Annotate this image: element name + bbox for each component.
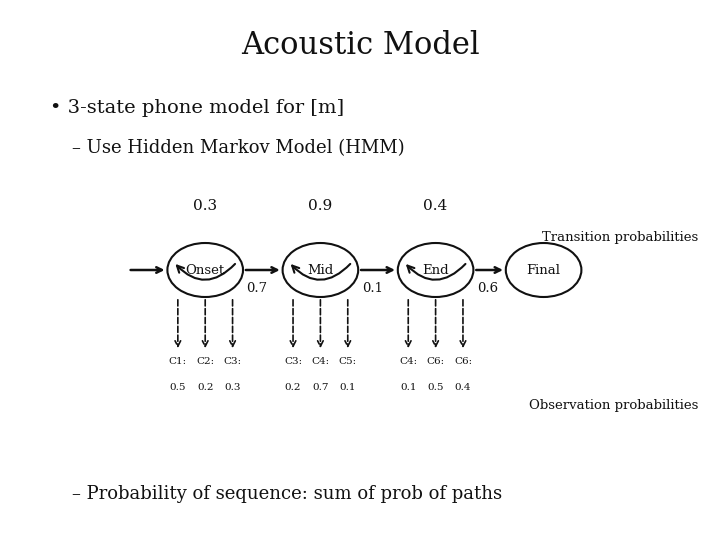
Text: 0.3: 0.3 xyxy=(225,383,240,393)
Text: 0.4: 0.4 xyxy=(455,383,471,393)
Text: C1:: C1: xyxy=(168,357,187,367)
Text: Acoustic Model: Acoustic Model xyxy=(240,30,480,62)
Text: 0.4: 0.4 xyxy=(423,199,448,213)
Text: – Use Hidden Markov Model (HMM): – Use Hidden Markov Model (HMM) xyxy=(72,139,405,158)
Text: 0.5: 0.5 xyxy=(170,383,186,393)
Text: 0.3: 0.3 xyxy=(193,199,217,213)
Text: 0.9: 0.9 xyxy=(308,199,333,213)
Text: • 3-state phone model for [m]: • 3-state phone model for [m] xyxy=(50,99,345,117)
Text: Final: Final xyxy=(526,264,561,276)
Text: C6:: C6: xyxy=(426,357,445,367)
FancyArrowPatch shape xyxy=(460,300,466,346)
Text: C4:: C4: xyxy=(399,357,418,367)
FancyArrowPatch shape xyxy=(433,300,438,346)
Text: End: End xyxy=(423,264,449,276)
FancyArrowPatch shape xyxy=(408,264,465,280)
FancyArrowPatch shape xyxy=(202,300,208,346)
Text: Transition probabilities: Transition probabilities xyxy=(542,231,698,244)
Text: C3:: C3: xyxy=(223,357,242,367)
Text: 0.2: 0.2 xyxy=(285,383,301,393)
Text: Mid: Mid xyxy=(307,264,333,276)
Text: C4:: C4: xyxy=(311,357,330,367)
Text: 0.1: 0.1 xyxy=(400,383,416,393)
FancyArrowPatch shape xyxy=(177,264,235,280)
Text: 0.6: 0.6 xyxy=(477,282,498,295)
FancyArrowPatch shape xyxy=(292,264,350,280)
Text: 0.1: 0.1 xyxy=(361,282,383,295)
Text: – Probability of sequence: sum of prob of paths: – Probability of sequence: sum of prob o… xyxy=(72,485,502,503)
FancyArrowPatch shape xyxy=(345,300,351,346)
FancyArrowPatch shape xyxy=(405,300,411,346)
Text: C5:: C5: xyxy=(338,357,357,367)
FancyArrowPatch shape xyxy=(175,300,181,346)
Text: C6:: C6: xyxy=(454,357,472,367)
Text: 0.1: 0.1 xyxy=(340,383,356,393)
FancyArrowPatch shape xyxy=(318,300,323,346)
Text: 0.7: 0.7 xyxy=(312,383,328,393)
Text: C2:: C2: xyxy=(196,357,215,367)
Text: 0.5: 0.5 xyxy=(428,383,444,393)
Text: Observation probabilities: Observation probabilities xyxy=(529,399,698,411)
Text: Onset: Onset xyxy=(186,264,225,276)
Text: 0.2: 0.2 xyxy=(197,383,213,393)
Text: C3:: C3: xyxy=(284,357,302,367)
Text: 0.7: 0.7 xyxy=(246,282,268,295)
FancyArrowPatch shape xyxy=(230,300,235,346)
FancyArrowPatch shape xyxy=(290,300,296,346)
